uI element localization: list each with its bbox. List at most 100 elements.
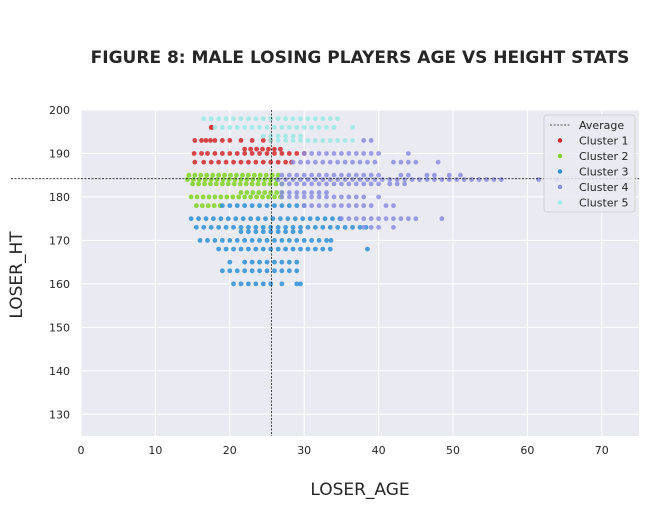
data-point (251, 172, 257, 178)
data-point (279, 268, 285, 274)
data-point (339, 216, 344, 222)
data-point (376, 181, 381, 187)
data-point (327, 116, 333, 122)
data-point (286, 194, 292, 200)
legend-label: Cluster 2 (579, 150, 629, 163)
data-point (253, 224, 259, 230)
data-point (301, 172, 307, 178)
data-point (249, 238, 255, 243)
y-tick-label: 130 (49, 408, 70, 421)
data-point (339, 203, 344, 209)
data-point (405, 172, 411, 178)
data-point (394, 177, 400, 182)
data-point (227, 268, 233, 274)
data-point (346, 203, 352, 209)
data-point (294, 268, 300, 274)
data-point (250, 190, 256, 195)
data-point (268, 246, 274, 252)
data-point (214, 181, 219, 187)
data-point (249, 181, 255, 187)
data-point (279, 124, 285, 130)
x-tick-label: 0 (78, 444, 85, 457)
data-point (353, 216, 359, 222)
data-point (324, 124, 329, 130)
data-point (255, 216, 261, 222)
data-point (387, 177, 393, 182)
data-point (257, 124, 262, 130)
data-point (376, 194, 381, 200)
data-point (283, 246, 288, 252)
data-point (192, 172, 198, 178)
data-point (255, 181, 261, 187)
data-point (320, 246, 326, 252)
data-point (203, 138, 209, 143)
average-lines (11, 110, 639, 436)
data-point (238, 190, 244, 195)
data-point (238, 116, 244, 122)
data-point (264, 203, 270, 209)
data-point (238, 138, 244, 143)
data-point (227, 259, 233, 265)
data-point (269, 172, 275, 178)
data-point (469, 177, 474, 182)
data-point (260, 194, 265, 200)
data-point (253, 281, 259, 287)
data-point (331, 194, 337, 200)
data-point (256, 190, 262, 195)
y-tick-label: 200 (49, 104, 70, 117)
data-point (339, 172, 344, 178)
data-point (331, 124, 337, 130)
data-point (208, 138, 213, 143)
data-point (286, 259, 292, 265)
data-point (387, 181, 393, 187)
data-point (339, 194, 344, 200)
data-point (376, 151, 381, 156)
data-point (193, 224, 199, 230)
data-point (301, 238, 307, 243)
data-point (316, 124, 322, 130)
data-point (361, 216, 367, 222)
data-point (294, 238, 300, 243)
data-point (204, 172, 210, 178)
x-axis-title: LOSER_AGE (310, 480, 409, 500)
data-point (227, 238, 233, 243)
data-point (257, 151, 262, 156)
data-point (350, 224, 355, 230)
data-point (368, 172, 374, 178)
data-point (309, 151, 315, 156)
data-point (272, 203, 277, 209)
data-point (316, 151, 322, 156)
data-point (275, 177, 281, 182)
data-point (219, 203, 225, 209)
data-point (342, 159, 348, 165)
data-point (246, 172, 251, 178)
data-point (260, 159, 266, 165)
data-point (249, 203, 255, 209)
data-point (248, 146, 254, 152)
data-point (491, 177, 497, 182)
legend: Average Cluster 1 Cluster 2 Cluster 3 Cluste… (543, 114, 636, 213)
data-point (246, 246, 251, 252)
data-point (324, 194, 329, 200)
data-point (279, 281, 285, 287)
data-point (272, 238, 277, 243)
data-point (268, 133, 274, 139)
data-point (353, 172, 359, 178)
data-point (312, 246, 318, 252)
y-tick-label: 180 (49, 191, 70, 204)
data-point (246, 159, 251, 165)
data-point (192, 159, 198, 165)
data-point (268, 177, 274, 182)
data-point (257, 172, 263, 178)
data-point (312, 224, 318, 230)
data-point (327, 159, 333, 165)
data-point (231, 224, 236, 230)
data-point (216, 224, 222, 230)
data-point (350, 177, 355, 182)
data-point (298, 246, 303, 252)
data-point (361, 151, 367, 156)
data-point (286, 151, 292, 156)
data-point (234, 203, 240, 209)
data-point (184, 177, 190, 182)
